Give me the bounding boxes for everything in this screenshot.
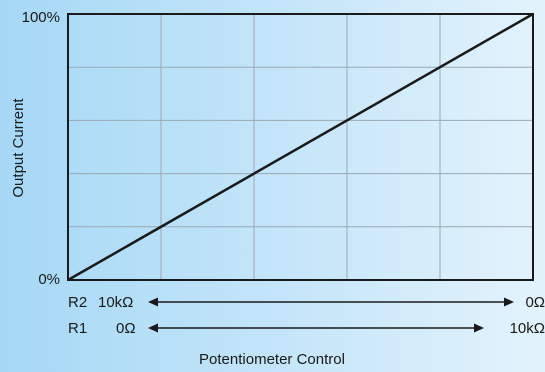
y-tick-label-max: 100%: [22, 9, 60, 26]
scale-r1-left-value: 0Ω: [116, 320, 136, 337]
y-tick-label-min: 0%: [38, 271, 60, 288]
plot-frame: [67, 13, 534, 281]
scale-r2-arrow: [148, 297, 514, 307]
y-axis-label: Output Current: [10, 98, 27, 198]
scale-r1-name: R1: [68, 320, 87, 337]
series-line: [67, 12, 534, 282]
scale-r2-name: R2: [68, 294, 87, 311]
scale-r2-left-value: 10kΩ: [98, 294, 133, 311]
scale-r1-arrow: [148, 323, 484, 333]
x-axis-label: Potentiometer Control: [199, 351, 345, 368]
grid: [68, 14, 533, 280]
scale-r2-right-value: 0Ω: [525, 294, 545, 311]
scale-r1-right-value: 10kΩ: [510, 320, 545, 337]
